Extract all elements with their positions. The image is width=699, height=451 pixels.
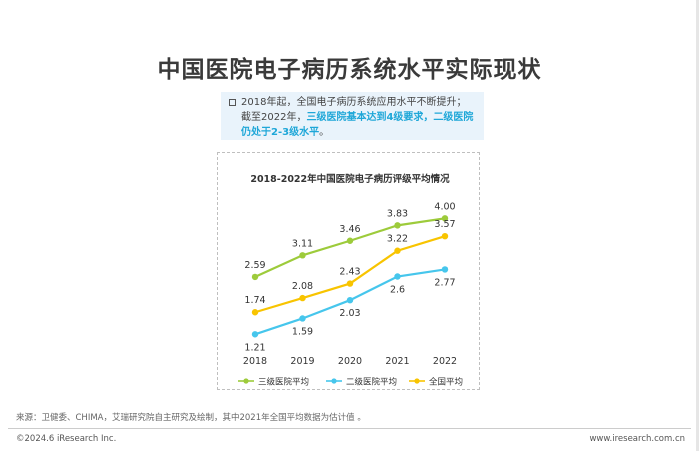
data-label-tertiary-2021: 3.83 — [387, 208, 408, 219]
x-tick-2020: 2020 — [338, 356, 362, 367]
point-national-2021 — [394, 247, 401, 254]
point-secondary-2021 — [394, 273, 401, 280]
point-secondary-2018 — [251, 331, 259, 338]
legend-item-national: 全国平均 — [409, 377, 463, 388]
point-national-2022 — [441, 232, 449, 240]
point-tertiary-2022 — [441, 215, 449, 222]
point-tertiary-2020 — [346, 237, 354, 244]
data-label-national-2022: 3.57 — [434, 219, 455, 230]
series-national: 1.74 2.08 2.43 3.22 3.57 — [244, 219, 456, 316]
legend-label-secondary: 二级医院平均 — [346, 377, 397, 388]
x-tick-2021: 2021 — [385, 356, 409, 367]
data-label-tertiary-2022: 4.00 — [434, 201, 455, 212]
point-tertiary-2019 — [299, 252, 306, 259]
point-secondary-2019 — [299, 315, 306, 322]
series-tertiary: 2.59 3.11 3.46 3.83 4.00 — [244, 201, 456, 281]
x-tick-2019: 2019 — [290, 356, 314, 367]
right-edge-bar — [696, 0, 699, 451]
chart-frame — [217, 152, 480, 390]
data-label-secondary-2019: 1.59 — [292, 326, 313, 337]
site-url[interactable]: www.iresearch.com.cn — [589, 434, 685, 444]
summary-text: 2018年起，全国电子病历系统应用水平不断提升； 截至2022年，三级医院基本达… — [241, 95, 481, 140]
summary-highlight: 三级医院基本达到4级要求，二级医院仍处于2-3级水平 — [241, 112, 474, 138]
legend-item-secondary: 二级医院平均 — [326, 377, 397, 388]
point-national-2018 — [251, 309, 259, 316]
legend-swatch-dot — [414, 378, 420, 384]
x-tick-2018: 2018 — [243, 356, 267, 367]
point-tertiary-2021 — [394, 222, 401, 229]
source-note: 来源：卫健委、CHIMA，艾瑞研究院自主研究及绘制，其中2021年全国平均数据为… — [16, 413, 366, 423]
x-tick-2022: 2022 — [433, 356, 457, 367]
point-secondary-2022 — [441, 266, 449, 273]
data-label-national-2021: 3.22 — [387, 234, 408, 245]
legend-item-tertiary: 三级医院平均 — [238, 377, 309, 388]
copyright: ©2024.6 iResearch Inc. — [16, 434, 117, 444]
data-label-tertiary-2018: 2.59 — [244, 260, 265, 271]
summary-bullet-icon — [229, 99, 236, 106]
data-label-national-2020: 2.43 — [339, 267, 360, 278]
legend-label-national: 全国平均 — [429, 377, 463, 388]
summary-line-1: 2018年起，全国电子病历系统应用水平不断提升； — [241, 97, 467, 108]
point-tertiary-2018 — [251, 273, 259, 281]
summary-prefix: 截至2022年， — [241, 112, 307, 123]
data-label-national-2018: 1.74 — [244, 295, 265, 306]
summary-box: 2018年起，全国电子病历系统应用水平不断提升； 截至2022年，三级医院基本达… — [221, 92, 484, 140]
point-national-2019 — [299, 294, 306, 302]
data-label-tertiary-2020: 3.46 — [339, 224, 360, 235]
footer-divider — [8, 428, 691, 429]
data-label-secondary-2020: 2.03 — [339, 308, 360, 319]
legend-swatch-dot — [331, 378, 337, 384]
page-title: 中国医院电子病历系统水平实际现状 — [157, 57, 542, 83]
point-national-2020 — [346, 280, 354, 287]
legend-label-tertiary: 三级医院平均 — [258, 377, 309, 388]
chart-title: 2018-2022年中国医院电子病历评级平均情况 — [250, 173, 450, 185]
data-label-secondary-2021: 2.6 — [390, 285, 405, 296]
series-secondary: 1.21 1.59 2.03 2.6 2.77 — [244, 266, 456, 353]
legend-swatch-dot — [243, 378, 249, 384]
point-secondary-2020 — [346, 296, 354, 304]
data-label-secondary-2018: 1.21 — [244, 342, 265, 353]
data-label-tertiary-2019: 3.11 — [292, 238, 313, 249]
summary-suffix: 。 — [319, 127, 330, 138]
data-label-secondary-2022: 2.77 — [434, 277, 455, 288]
data-label-national-2019: 2.08 — [292, 281, 313, 292]
